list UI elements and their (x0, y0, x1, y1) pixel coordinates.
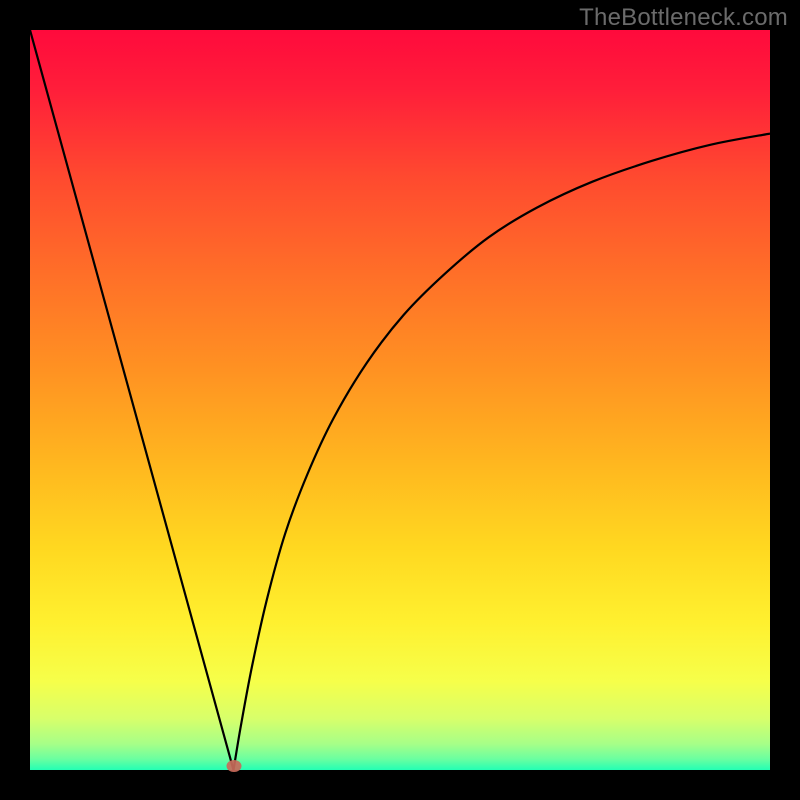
vertex-marker (226, 760, 241, 772)
watermark-text: TheBottleneck.com (579, 4, 788, 32)
bottleneck-curve (30, 30, 770, 770)
figure-canvas: TheBottleneck.com (0, 0, 800, 800)
plot-area (30, 30, 770, 770)
